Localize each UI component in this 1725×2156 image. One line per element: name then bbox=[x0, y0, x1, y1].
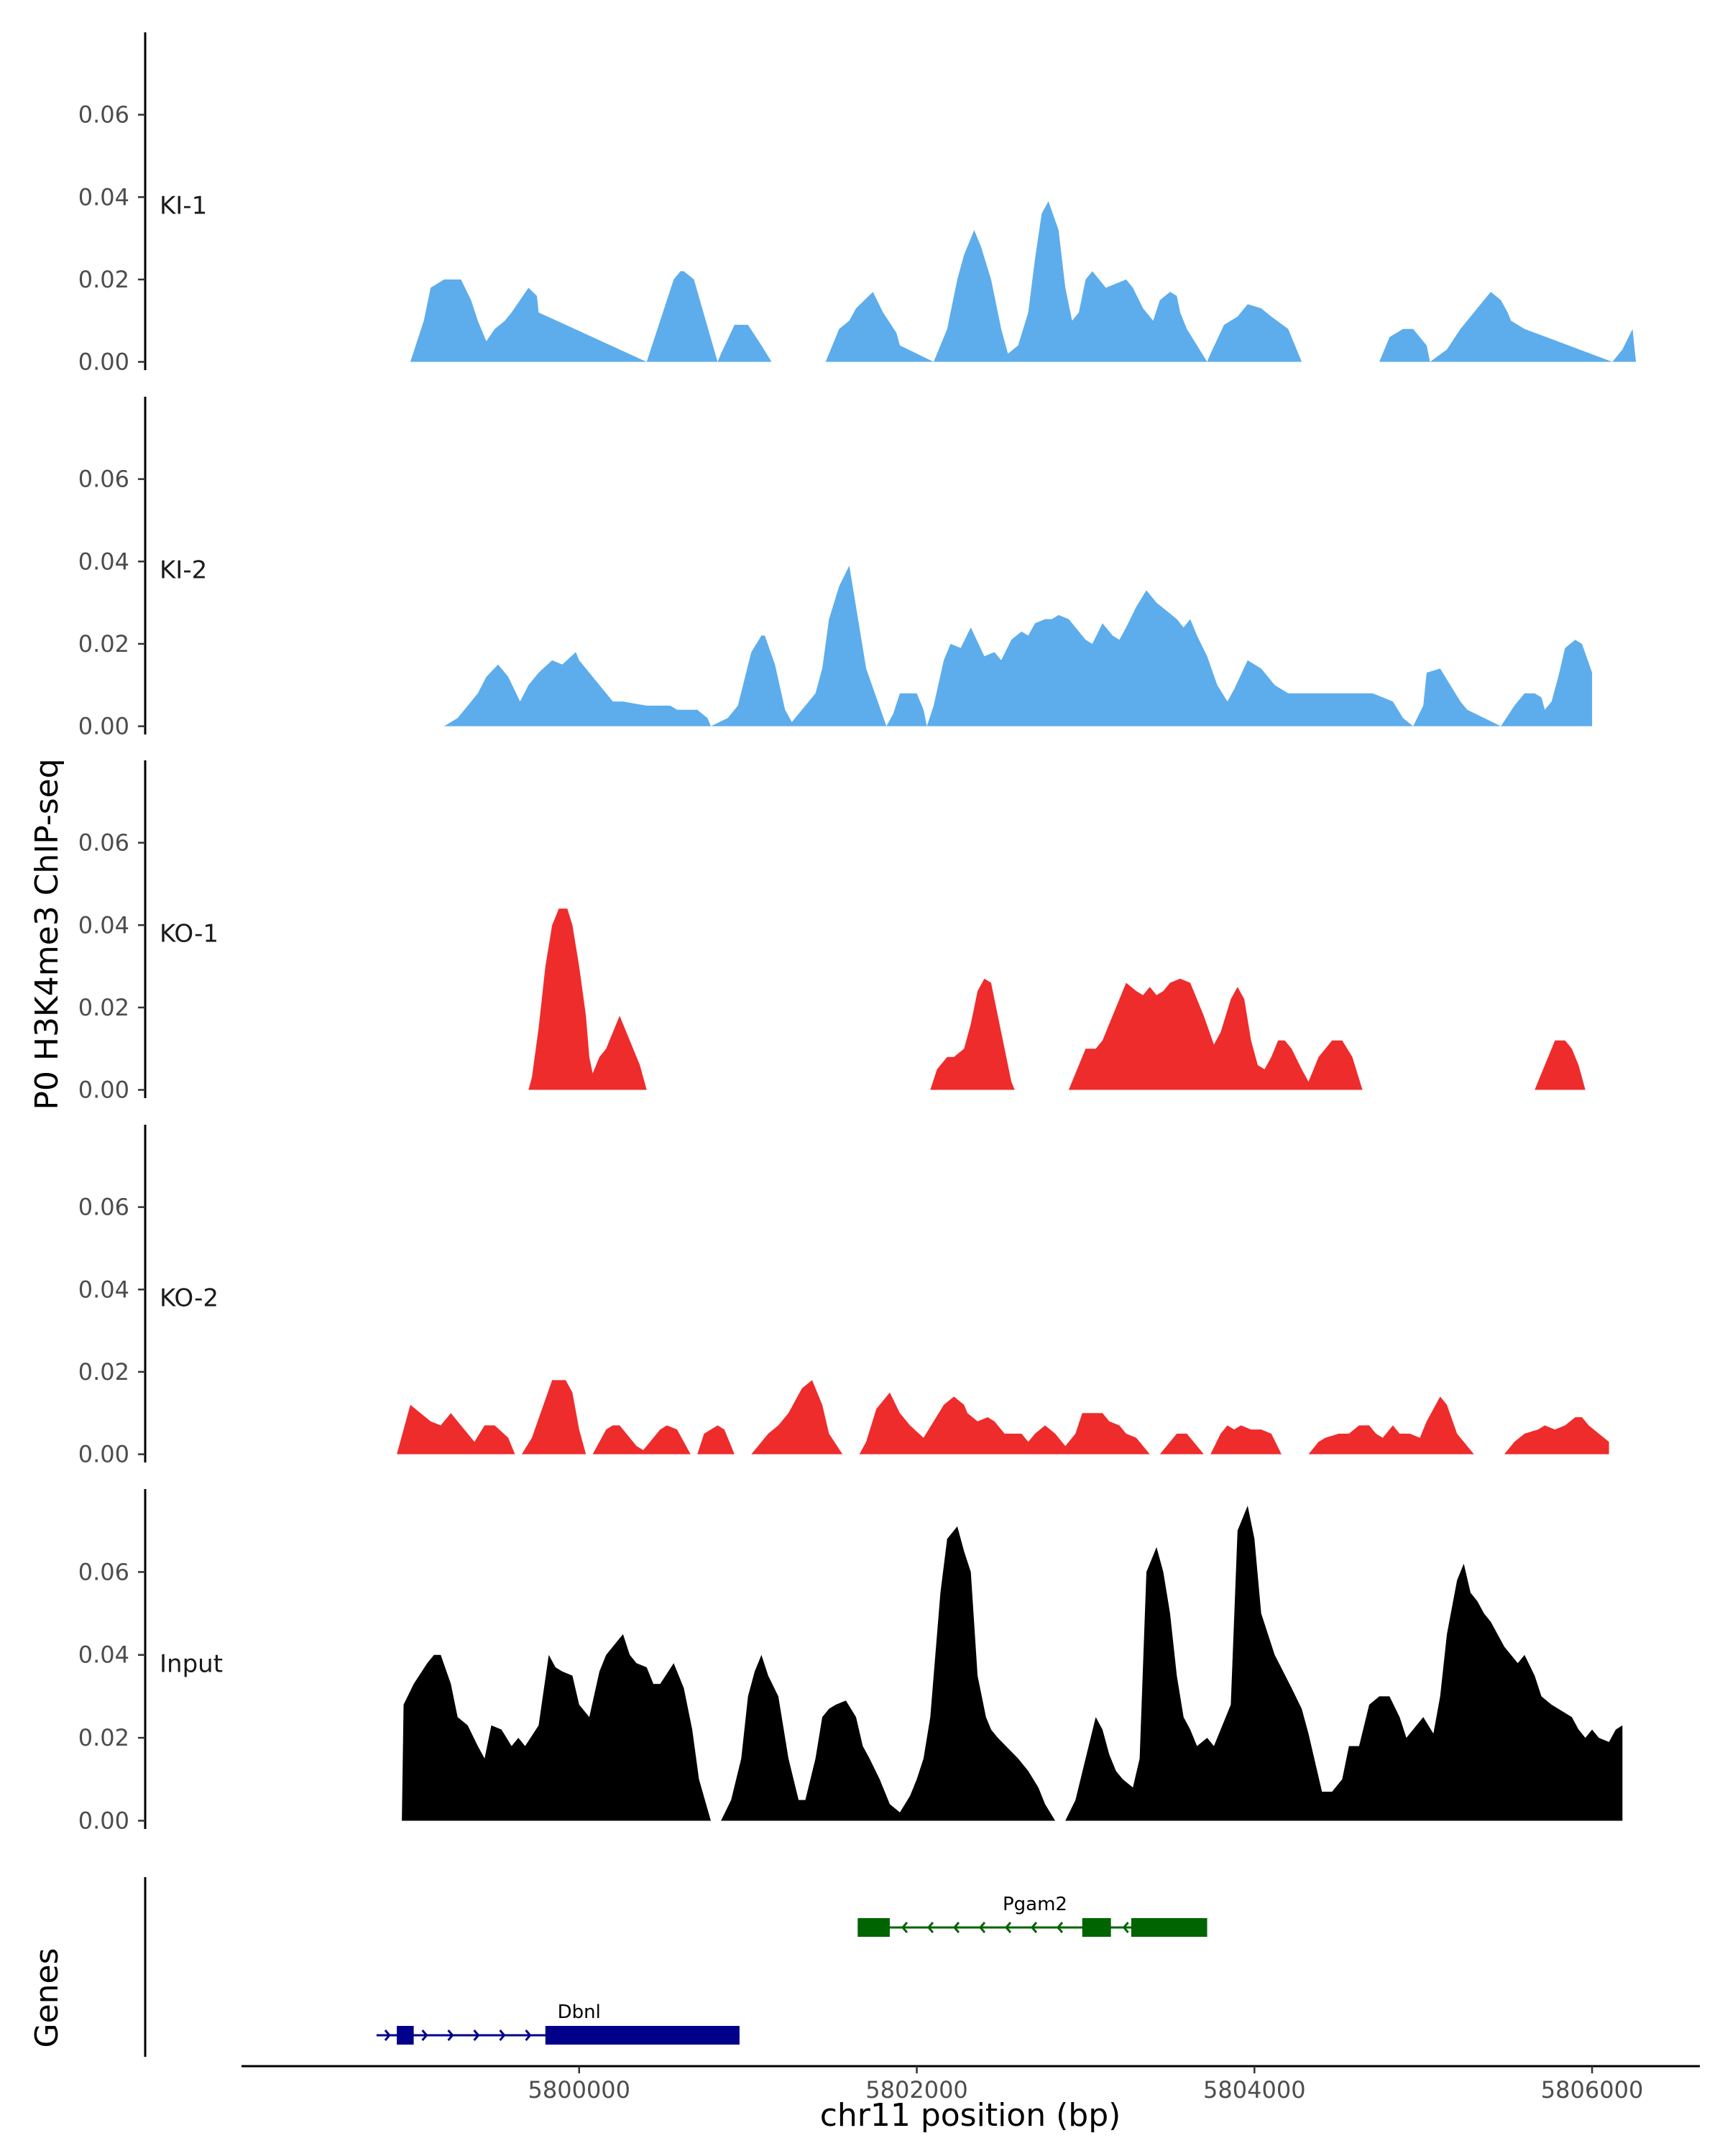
strand-arrow bbox=[1122, 1922, 1129, 1933]
strand-arrow bbox=[447, 2030, 454, 2041]
x-axis-title: chr11 position (bp) bbox=[820, 2097, 1121, 2134]
gene-dbnl: Dbnl bbox=[376, 2001, 740, 2045]
track-input: 0.00 0.02 0.04 0.06 Input bbox=[78, 1489, 1623, 1834]
gene-annotation-track: Dbnl Pgam2 bbox=[144, 1877, 1208, 2057]
track-label: KO-2 bbox=[160, 1284, 218, 1313]
exon-block bbox=[857, 1918, 890, 1937]
exon-block bbox=[545, 2026, 740, 2045]
coverage-area bbox=[528, 908, 1586, 1090]
x-tick-label: 5800000 bbox=[528, 2076, 631, 2104]
coverage-area bbox=[410, 201, 1637, 362]
track-label: KI-1 bbox=[160, 192, 207, 221]
gene-pgam2: Pgam2 bbox=[857, 1894, 1208, 1937]
y-tick-label: 0.00 bbox=[78, 1077, 129, 1104]
y-tick-label: 0.02 bbox=[78, 994, 129, 1021]
track-ki-1: 0.00 0.02 0.04 0.06 KI-1 bbox=[78, 32, 1637, 376]
x-tick-label: 5802000 bbox=[865, 2076, 968, 2104]
exon-block bbox=[397, 2026, 414, 2045]
y-tick-label: 0.02 bbox=[78, 1358, 129, 1386]
y-tick-label: 0.00 bbox=[78, 1441, 129, 1468]
exon-block bbox=[1082, 1918, 1111, 1937]
y-axis-title: P0 H3K4me3 ChIP-seq bbox=[29, 758, 65, 1110]
track-ko-1: 0.00 0.02 0.04 0.06 KO-1 bbox=[78, 760, 1586, 1104]
coverage-area bbox=[397, 1380, 1609, 1455]
y-tick-label: 0.06 bbox=[78, 466, 129, 493]
x-tick-label: 5804000 bbox=[1203, 2076, 1306, 2104]
y-tick-label: 0.06 bbox=[78, 829, 129, 857]
y-tick-label: 0.00 bbox=[78, 349, 129, 376]
y-tick-label: 0.02 bbox=[78, 1724, 129, 1751]
exon-block bbox=[1131, 1918, 1208, 1937]
track-label: KI-2 bbox=[160, 556, 207, 585]
strand-arrow bbox=[473, 2030, 480, 2041]
y-tick-label: 0.04 bbox=[78, 183, 129, 211]
strand-arrow bbox=[978, 1922, 986, 1933]
strand-arrow bbox=[421, 2030, 428, 2041]
gene-label: Dbnl bbox=[558, 2001, 601, 2023]
strand-arrow bbox=[926, 1922, 934, 1933]
track-ki-2: 0.00 0.02 0.04 0.06 KI-2 bbox=[78, 397, 1593, 740]
x-axis: 5800000 5802000 5804000 5806000 bbox=[242, 2065, 1700, 2104]
track-label: KO-1 bbox=[160, 920, 218, 949]
strand-arrow bbox=[952, 1922, 960, 1933]
strand-arrow bbox=[1056, 1922, 1064, 1933]
y-tick-label: 0.04 bbox=[78, 1276, 129, 1303]
y-tick-label: 0.00 bbox=[78, 1807, 129, 1834]
y-tick-label: 0.04 bbox=[78, 548, 129, 575]
gene-label: Pgam2 bbox=[1003, 1894, 1067, 1915]
coverage-area bbox=[402, 1506, 1623, 1821]
strand-arrow bbox=[384, 2030, 391, 2041]
y-tick-label: 0.02 bbox=[78, 630, 129, 658]
strand-arrow bbox=[499, 2030, 506, 2041]
y-tick-label: 0.00 bbox=[78, 713, 129, 740]
y-tick-label: 0.04 bbox=[78, 911, 129, 939]
strand-arrow bbox=[901, 1922, 908, 1933]
strand-arrow bbox=[1004, 1922, 1012, 1933]
y-tick-label: 0.06 bbox=[78, 101, 129, 129]
coverage-area bbox=[443, 566, 1593, 727]
track-label: Input bbox=[160, 1649, 223, 1678]
y-tick-label: 0.06 bbox=[78, 1558, 129, 1585]
strand-arrow bbox=[525, 2030, 532, 2041]
x-tick-label: 5806000 bbox=[1541, 2076, 1644, 2104]
y-tick-label: 0.02 bbox=[78, 266, 129, 293]
genes-track-title: Genes bbox=[29, 1948, 65, 2047]
y-tick-label: 0.06 bbox=[78, 1194, 129, 1221]
strand-arrow bbox=[1030, 1922, 1038, 1933]
coverage-tracks: 0.00 0.02 0.04 0.06 KI-1 0.00 0.02 0.04 0.06 KI-2… bbox=[78, 32, 1637, 1834]
y-tick-label: 0.04 bbox=[78, 1641, 129, 1669]
track-ko-2: 0.00 0.02 0.04 0.06 KO-2 bbox=[78, 1125, 1609, 1468]
